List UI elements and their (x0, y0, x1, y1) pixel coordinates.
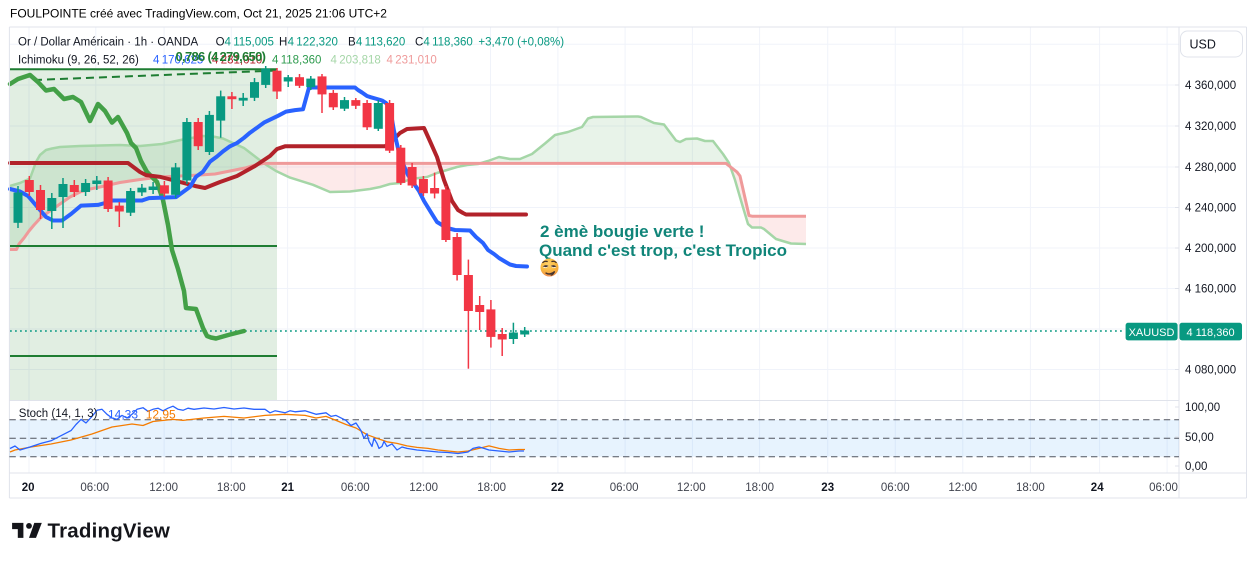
svg-text:12:00: 12:00 (409, 482, 438, 494)
svg-text:06:00: 06:00 (610, 482, 639, 494)
svg-text:4 240,000: 4 240,000 (1185, 203, 1236, 215)
svg-text:06:00: 06:00 (341, 482, 370, 494)
svg-text:TradingView: TradingView (48, 520, 171, 543)
svg-text:2 èmè bougie verte !: 2 èmè bougie verte ! (540, 222, 704, 241)
svg-text:4 170,625: 4 170,625 (153, 55, 203, 67)
svg-text:Quand c'est trop, c'est Tropic: Quand c'est trop, c'est Tropico (539, 241, 787, 260)
svg-text:06:00: 06:00 (881, 482, 910, 494)
svg-text:50,00: 50,00 (1185, 432, 1214, 444)
svg-text:4 118,360: 4 118,360 (423, 37, 472, 49)
svg-text:4 280,000: 4 280,000 (1185, 162, 1236, 174)
svg-text:B: B (348, 37, 356, 49)
svg-text:23: 23 (821, 482, 834, 494)
svg-text:12:00: 12:00 (948, 482, 977, 494)
svg-text:18:00: 18:00 (477, 482, 506, 494)
svg-text:FOULPOINTE créé avec TradingVi: FOULPOINTE créé avec TradingView.com, Oc… (10, 7, 387, 21)
svg-text:4 115,005: 4 115,005 (225, 37, 274, 49)
svg-text:24: 24 (1091, 482, 1104, 494)
svg-text:4 360,000: 4 360,000 (1185, 80, 1236, 92)
svg-text:06:00: 06:00 (80, 482, 109, 494)
svg-text:4 203,818: 4 203,818 (331, 55, 381, 67)
svg-text:4 231,010: 4 231,010 (387, 55, 437, 67)
svg-text:+3,470 (+0,08%): +3,470 (+0,08%) (478, 37, 564, 49)
svg-text:O: O (216, 37, 225, 49)
svg-text:12:00: 12:00 (677, 482, 706, 494)
svg-text:18:00: 18:00 (745, 482, 774, 494)
svg-text:20: 20 (22, 482, 35, 494)
svg-text:USD: USD (1190, 38, 1216, 52)
svg-text:4 231,010: 4 231,010 (212, 55, 262, 67)
svg-text:18:00: 18:00 (217, 482, 246, 494)
svg-text:H: H (279, 37, 287, 49)
svg-text:18:00: 18:00 (1016, 482, 1045, 494)
svg-text:4 160,000: 4 160,000 (1185, 284, 1236, 296)
svg-text:4 113,620: 4 113,620 (356, 37, 405, 49)
svg-text:0,00: 0,00 (1185, 461, 1207, 473)
svg-text:100,00: 100,00 (1185, 402, 1220, 414)
svg-text:21: 21 (281, 482, 294, 494)
svg-text:22: 22 (551, 482, 564, 494)
svg-text:Stoch (14, 1, 3): Stoch (14, 1, 3) (19, 408, 98, 420)
svg-text:4 118,360: 4 118,360 (272, 55, 321, 67)
svg-text:4 118,360: 4 118,360 (1186, 327, 1234, 339)
svg-text:06:00: 06:00 (1149, 482, 1178, 494)
svg-text:4 080,000: 4 080,000 (1185, 365, 1236, 377)
svg-text:4 122,320: 4 122,320 (288, 37, 338, 49)
svg-text:4 200,000: 4 200,000 (1185, 243, 1236, 255)
svg-text:4 320,000: 4 320,000 (1185, 121, 1236, 133)
svg-text:Ichimoku (9, 26, 52, 26): Ichimoku (9, 26, 52, 26) (18, 55, 139, 67)
svg-text:C: C (415, 37, 423, 49)
svg-text:14,33: 14,33 (108, 408, 138, 422)
svg-text:12,95: 12,95 (146, 408, 176, 422)
svg-text:XAUUSD: XAUUSD (1129, 327, 1175, 339)
svg-text:Or / Dollar Américain · 1h · O: Or / Dollar Américain · 1h · OANDA (18, 37, 199, 49)
svg-text:12:00: 12:00 (149, 482, 178, 494)
svg-text:0,786 (4 279,650): 0,786 (4 279,650) (176, 49, 266, 64)
